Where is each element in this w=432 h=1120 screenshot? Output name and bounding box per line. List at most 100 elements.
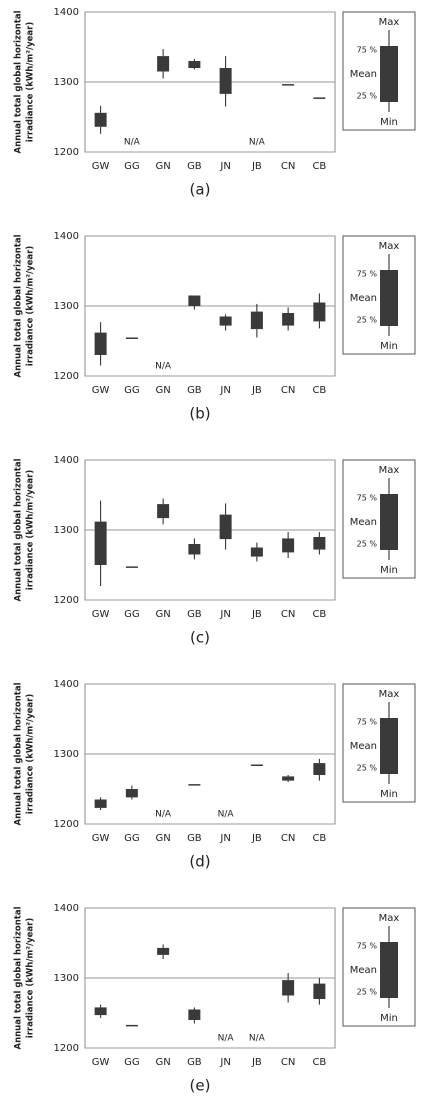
x-tick-label: CN xyxy=(281,1057,295,1068)
box xyxy=(219,316,232,326)
legend-q3: 75 % xyxy=(357,942,378,951)
x-tick-label: GB xyxy=(187,609,202,620)
legend-min: Min xyxy=(380,341,398,352)
legend-max: Max xyxy=(379,241,400,252)
legend-max: Max xyxy=(379,689,400,700)
legend-q1: 25 % xyxy=(357,988,378,997)
legend-mean: Mean xyxy=(350,517,377,528)
legend-box xyxy=(380,942,398,998)
na-label: N/A xyxy=(218,1034,235,1044)
chart-panel: 1200 1300 1400 Annual total global horizont… xyxy=(14,455,416,647)
x-tick-label: JB xyxy=(251,385,262,396)
box xyxy=(313,302,326,322)
box xyxy=(94,332,107,355)
box xyxy=(250,311,263,330)
y-tick-label: 1300 xyxy=(54,973,79,984)
box xyxy=(250,764,263,766)
legend-box xyxy=(380,270,398,326)
x-tick-label: GN xyxy=(156,609,171,620)
legend-frame xyxy=(342,907,416,1027)
box xyxy=(157,947,170,955)
y-tick-label: 1200 xyxy=(54,595,79,606)
box xyxy=(219,68,232,94)
panel-label: (b) xyxy=(189,405,210,423)
box xyxy=(188,784,201,786)
box xyxy=(282,313,295,326)
box xyxy=(125,1024,138,1027)
box xyxy=(282,538,295,553)
y-tick-label: 1200 xyxy=(54,147,79,158)
legend-max: Max xyxy=(379,465,400,476)
x-tick-label: GB xyxy=(187,833,202,844)
box xyxy=(125,789,138,798)
y-tick-label: 1400 xyxy=(54,903,79,914)
na-label: N/A xyxy=(218,810,235,820)
y-tick-label: 1300 xyxy=(54,301,79,312)
x-tick-label: GN xyxy=(156,833,171,844)
x-tick-label: JN xyxy=(219,609,230,620)
y-tick-label: 1300 xyxy=(54,77,79,88)
box xyxy=(313,537,326,550)
y-tick-label: 1400 xyxy=(54,231,79,242)
chart-panel: 1200 1300 1400 Annual total global horizont… xyxy=(14,231,416,423)
y-axis-label: irradiance (kWh/m²/year) xyxy=(26,694,36,815)
x-tick-label: JB xyxy=(251,609,262,620)
na-label: N/A xyxy=(249,138,266,148)
y-axis-label: Annual total global horizontal xyxy=(14,234,24,377)
y-axis-label: irradiance (kWh/m²/year) xyxy=(26,22,36,143)
box xyxy=(313,763,326,775)
box xyxy=(188,544,201,555)
y-axis-label: Annual total global horizontal xyxy=(14,682,24,825)
y-tick-label: 1200 xyxy=(54,819,79,830)
x-tick-label: GG xyxy=(124,609,140,620)
box xyxy=(282,980,295,996)
chart-panel: 1200 1300 1400 Annual total global horizont… xyxy=(14,7,416,199)
panel-label: (d) xyxy=(189,853,210,871)
legend-min: Min xyxy=(380,1013,398,1024)
legend-max: Max xyxy=(379,913,400,924)
box xyxy=(94,521,107,565)
legend-frame xyxy=(342,11,416,131)
box xyxy=(282,84,295,86)
legend-q3: 75 % xyxy=(357,46,378,55)
x-tick-label: GG xyxy=(124,833,140,844)
x-tick-label: JB xyxy=(251,161,262,172)
legend-box xyxy=(380,718,398,774)
box xyxy=(188,1009,201,1020)
legend-min: Min xyxy=(380,789,398,800)
x-tick-label: GB xyxy=(187,385,202,396)
x-tick-label: GG xyxy=(124,161,140,172)
box xyxy=(313,97,326,99)
legend-max: Max xyxy=(379,17,400,28)
x-tick-label: GW xyxy=(92,609,110,620)
x-tick-label: GW xyxy=(92,161,110,172)
x-tick-label: CB xyxy=(312,161,326,172)
x-tick-label: CN xyxy=(281,833,295,844)
x-tick-label: JB xyxy=(251,1057,262,1068)
x-tick-label: GN xyxy=(156,385,171,396)
box xyxy=(282,776,295,781)
legend-q1: 25 % xyxy=(357,764,378,773)
box xyxy=(219,514,232,540)
y-tick-label: 1400 xyxy=(54,679,79,690)
x-tick-label: CB xyxy=(312,609,326,620)
legend-q3: 75 % xyxy=(357,270,378,279)
legend-mean: Mean xyxy=(350,741,377,752)
legend-mean: Mean xyxy=(350,69,377,80)
x-tick-label: JN xyxy=(219,385,230,396)
x-tick-label: GW xyxy=(92,385,110,396)
x-tick-label: JN xyxy=(219,161,230,172)
y-axis-label: Annual total global horizontal xyxy=(14,458,24,601)
x-tick-label: CB xyxy=(312,385,326,396)
x-tick-label: GG xyxy=(124,385,140,396)
legend-min: Min xyxy=(380,565,398,576)
x-tick-label: JN xyxy=(219,833,230,844)
na-label: N/A xyxy=(124,138,141,148)
legend-frame xyxy=(342,683,416,803)
y-tick-label: 1300 xyxy=(54,525,79,536)
y-axis-label: Annual total global horizontal xyxy=(14,906,24,1049)
y-axis-label: Annual total global horizontal xyxy=(14,10,24,153)
na-label: N/A xyxy=(155,810,172,820)
y-tick-label: 1300 xyxy=(54,749,79,760)
